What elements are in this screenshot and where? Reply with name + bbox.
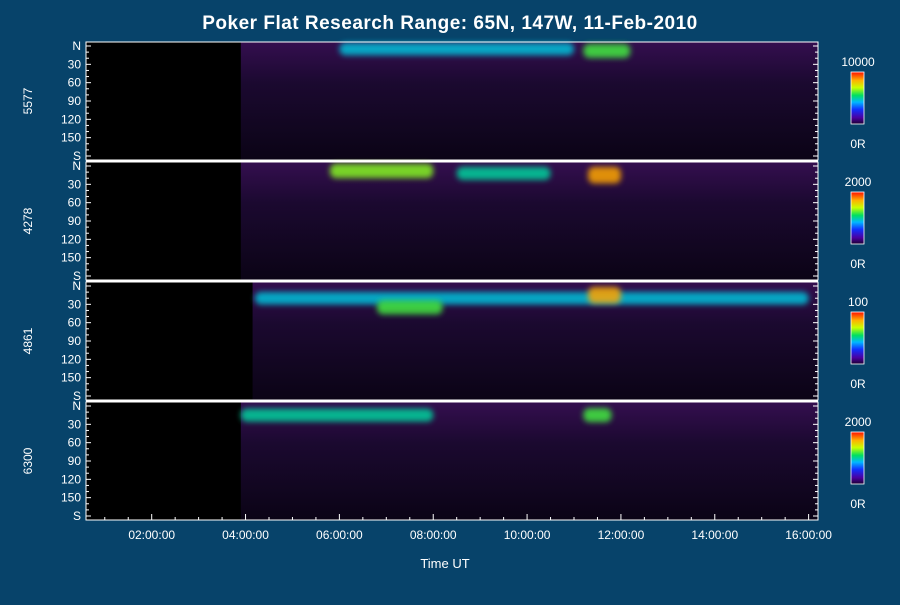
- y-tick-label: 150: [61, 371, 81, 385]
- panel-frame: [85, 401, 819, 521]
- panel-6300: N 30 60 90 120 150 S 6300 2000 0R: [21, 399, 872, 523]
- emission-feature: [376, 300, 443, 315]
- x-tick-label: 04:00:00: [222, 528, 269, 542]
- y-tick-label: N: [72, 399, 81, 413]
- y-tick-label: 60: [68, 316, 82, 330]
- panel-frame: [85, 41, 819, 161]
- y-tick-label: 120: [61, 352, 81, 366]
- x-tick-label: 06:00:00: [316, 528, 363, 542]
- y-tick-label: 90: [68, 334, 82, 348]
- colorbar: [850, 191, 865, 245]
- y-tick-label: 60: [68, 436, 82, 450]
- colorbar-min-label: 0R: [850, 137, 866, 151]
- colorbar-max-label: 100: [848, 295, 868, 309]
- panel-ylabel: 6300: [21, 447, 35, 474]
- x-axis-label: Time UT: [420, 556, 469, 571]
- panel-ylabel: 4861: [21, 327, 35, 354]
- y-tick-label: 120: [61, 232, 81, 246]
- y-tick-label: S: [73, 269, 81, 283]
- colorbar: [850, 71, 865, 125]
- x-tick-label: 12:00:00: [598, 528, 645, 542]
- emission-feature: [583, 43, 631, 58]
- y-tick-label: 30: [68, 57, 82, 71]
- y-tick-label: 120: [61, 472, 81, 486]
- emission-feature: [588, 286, 621, 304]
- y-tick-label: 150: [61, 251, 81, 265]
- colorbar: [850, 431, 865, 485]
- data-region: [240, 42, 818, 160]
- emission-feature: [254, 291, 809, 305]
- y-tick-label: N: [72, 159, 81, 173]
- colorbar-max-label: 2000: [845, 415, 872, 429]
- x-tick-label: 08:00:00: [410, 528, 457, 542]
- y-tick-label: N: [72, 39, 81, 53]
- y-tick-label: S: [73, 389, 81, 403]
- x-tick-label: 14:00:00: [691, 528, 738, 542]
- y-tick-label: 90: [68, 454, 82, 468]
- emission-feature: [456, 166, 551, 180]
- colorbar: [850, 311, 865, 365]
- emission-feature: [588, 166, 621, 184]
- y-tick-label: 30: [68, 177, 82, 191]
- emission-feature: [583, 408, 612, 423]
- y-tick-label: 60: [68, 76, 82, 90]
- panel-frame: [85, 281, 819, 401]
- y-tick-label: 60: [68, 196, 82, 210]
- colorbar-min-label: 0R: [850, 377, 866, 391]
- y-tick-label: 120: [61, 112, 81, 126]
- x-tick-label: 02:00:00: [128, 528, 175, 542]
- emission-feature: [339, 42, 574, 56]
- chart-title: Poker Flat Research Range: 65N, 147W, 11…: [202, 13, 698, 34]
- y-tick-label: 150: [61, 491, 81, 505]
- panel-ylabel: 5577: [21, 87, 35, 114]
- panel-ylabel: 4278: [21, 207, 35, 234]
- x-tick-label: 16:00:00: [785, 528, 832, 542]
- emission-feature: [240, 408, 434, 422]
- panel-4278: N 30 60 90 120 150 S 4278 2000 0R: [21, 159, 872, 283]
- y-tick-label: 30: [68, 297, 82, 311]
- time-axis: 02:00:00 04:00:00 06:00:00 08:00:00 10:00:00…: [104, 514, 832, 542]
- y-tick-label: 150: [61, 131, 81, 145]
- panel-4861: N 30 60 90 120 150 S 4861 100 0R: [21, 279, 868, 403]
- y-tick-label: 90: [68, 214, 82, 228]
- colorbar-max-label: 10000: [841, 55, 875, 69]
- y-tick-label: 30: [68, 417, 82, 431]
- y-tick-label: N: [72, 279, 81, 293]
- colorbar-min-label: 0R: [850, 497, 866, 511]
- x-tick-label: 10:00:00: [504, 528, 551, 542]
- y-tick-label: S: [73, 509, 81, 523]
- y-tick-label: 90: [68, 94, 82, 108]
- panel-group: N 30 60 90 120 150 S 5577 10000 0R N 30 60 90 120 150 S 4…: [21, 39, 875, 523]
- data-region: [240, 162, 818, 280]
- y-tick-label: S: [73, 149, 81, 163]
- panel-5577: N 30 60 90 120 150 S 5577 10000 0R: [21, 39, 875, 163]
- colorbar-min-label: 0R: [850, 257, 866, 271]
- emission-feature: [330, 163, 434, 179]
- panel-frame: [85, 161, 819, 281]
- colorbar-max-label: 2000: [845, 175, 872, 189]
